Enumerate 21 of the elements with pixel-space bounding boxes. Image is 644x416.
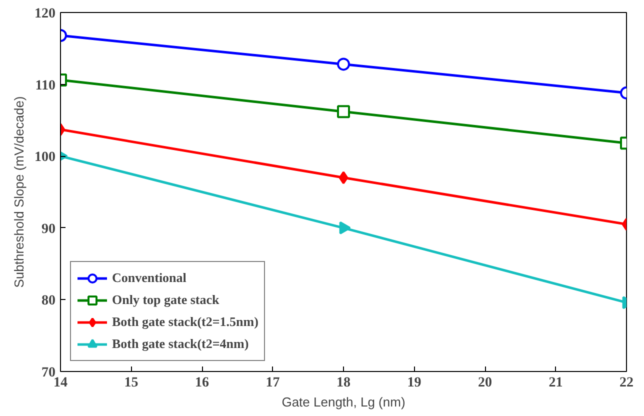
legend-label: Both gate stack(t2=1.5nm) xyxy=(112,314,258,330)
legend-label: Conventional xyxy=(112,270,186,286)
x-tick-label: 15 xyxy=(124,376,138,390)
x-tick-label: 17 xyxy=(266,376,280,390)
x-tick-label: 20 xyxy=(478,376,492,390)
legend-label: Both gate stack(t2=4nm) xyxy=(112,336,249,352)
x-tick-label: 18 xyxy=(336,376,350,390)
y-axis-title: Subthreshold Slope (mV/decade) xyxy=(12,96,26,288)
y-tick-label: 70 xyxy=(42,366,56,380)
x-axis-title: Gate Length, Lg (nm) xyxy=(282,394,406,410)
x-tick-label: 21 xyxy=(548,376,563,390)
x-tick-label: 22 xyxy=(620,376,634,390)
legend-label: Only top gate stack xyxy=(112,292,220,308)
x-tick-label: 14 xyxy=(54,376,68,390)
y-tick-label: 120 xyxy=(34,6,56,22)
y-tick-label: 110 xyxy=(35,78,56,94)
y-tick-label: 100 xyxy=(34,150,56,166)
y-tick-label: 80 xyxy=(42,294,56,309)
x-tick-label: 16 xyxy=(195,376,209,390)
x-tick-label: 19 xyxy=(407,376,422,390)
y-tick-label: 90 xyxy=(42,222,56,237)
